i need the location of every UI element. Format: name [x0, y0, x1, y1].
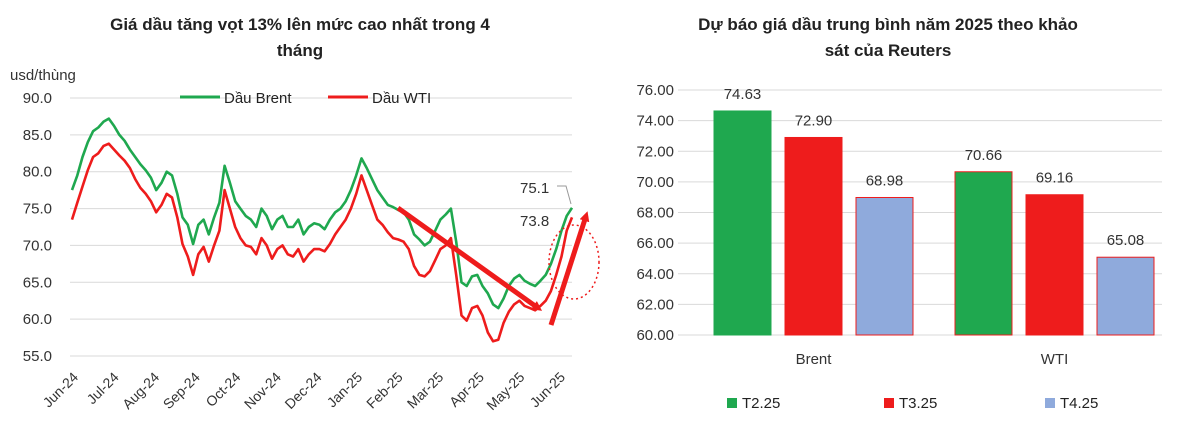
bar-wti-t2-25 — [954, 171, 1013, 336]
bar-wti-t3-25 — [1025, 194, 1084, 336]
legend-swatch-t3-25 — [884, 398, 894, 408]
line-chart-y-tick: 55.0 — [23, 348, 52, 365]
bar-chart-title-line-1: Dự báo giá dầu trung bình năm 2025 theo … — [698, 15, 1078, 34]
legend-label-t3-25: T3.25 — [899, 395, 937, 412]
bar-chart-y-tick: 76.00 — [636, 82, 674, 99]
bar-chart-y-ticks: 76.00 74.00 72.00 70.00 68.00 66.00 64.00 62.00… — [636, 82, 674, 344]
bar-brent-t4-25 — [855, 196, 914, 336]
bar-wti-t4-25 — [1096, 256, 1155, 336]
line-chart-x-tick: Dec-24 — [281, 369, 324, 412]
annotation-leader-line — [557, 185, 572, 205]
line-chart-series — [70, 117, 574, 343]
bar-chart-y-tick: 70.00 — [636, 174, 674, 191]
bar-category-label: WTI — [1041, 351, 1069, 368]
legend-wti-label: Dầu WTI — [372, 90, 431, 107]
bar-data-label: 70.66 — [965, 147, 1003, 164]
line-chart-x-tick: May-25 — [483, 369, 527, 413]
line-chart-x-tick: Apr-25 — [446, 369, 487, 410]
legend-label-t4-25: T4.25 — [1060, 395, 1098, 412]
line-chart-x-tick: Oct-24 — [202, 369, 243, 410]
line-chart-y-tick: 85.0 — [23, 127, 52, 144]
line-chart-x-tick: Mar-25 — [404, 369, 447, 412]
line-chart-y-axis-label: usd/thùng — [10, 67, 76, 84]
bar-chart-categories: Brent WTI — [796, 351, 1069, 368]
line-chart-y-ticks: 90.0 85.0 80.0 75.0 70.0 65.0 60.0 55.0 — [23, 90, 52, 365]
line-chart-y-tick: 80.0 — [23, 164, 52, 181]
legend-brent-label: Dầu Brent — [224, 90, 292, 107]
line-chart-x-tick: Nov-24 — [241, 369, 284, 412]
line-chart-y-tick: 75.0 — [23, 201, 52, 218]
annotation-wti-last: 73.8 — [520, 213, 549, 230]
line-chart-x-tick: Jun-24 — [40, 369, 82, 411]
bar-category-label: Brent — [796, 351, 833, 368]
uptrend-arrow — [548, 211, 590, 326]
legend-label-t2-25: T2.25 — [742, 395, 780, 412]
bar-brent-t2-25 — [713, 110, 772, 336]
bar-data-label: 68.98 — [866, 172, 904, 189]
line-chart-y-tick: 60.0 — [23, 311, 52, 328]
line-chart-title-line-1: Giá dầu tăng vọt 13% lên mức cao nhất tr… — [110, 15, 490, 34]
bar-chart-legend: T2.25 T3.25 T4.25 — [727, 395, 1098, 412]
bar-chart-y-tick: 74.00 — [636, 113, 674, 130]
annotation-brent-last: 75.1 — [520, 180, 549, 197]
line-chart-y-tick: 90.0 — [23, 90, 52, 107]
bar-data-label: 65.08 — [1107, 232, 1145, 249]
bar-chart-y-tick: 62.00 — [636, 296, 674, 313]
bar-data-label: 72.90 — [795, 112, 833, 129]
line-chart-annotations: 75.1 73.8 — [396, 180, 600, 326]
line-chart-x-tick: Jan-25 — [324, 369, 366, 411]
bar-chart-title-line-2: sát của Reuters — [825, 41, 952, 60]
bar-chart-y-tick: 60.00 — [636, 327, 674, 344]
line-chart-x-tick: Sep-24 — [160, 369, 203, 412]
legend-swatch-t4-25 — [1045, 398, 1055, 408]
line-chart-legend: Dầu Brent Dầu WTI — [180, 90, 431, 107]
bar-chart-y-tick: 68.00 — [636, 205, 674, 222]
line-chart-x-tick: Feb-25 — [363, 369, 406, 412]
legend-swatch-t2-25 — [727, 398, 737, 408]
series-line-brent — [70, 117, 574, 310]
line-chart-y-tick: 70.0 — [23, 237, 52, 254]
bar-chart-y-tick: 72.00 — [636, 143, 674, 160]
series-line-wti — [70, 142, 574, 343]
bar-chart-data-labels: 74.63 72.90 68.98 70.66 69.16 65.08 — [724, 86, 1145, 249]
line-chart-x-tick: Jul-24 — [83, 369, 121, 407]
line-chart-y-tick: 65.0 — [23, 274, 52, 291]
bar-chart-y-tick: 64.00 — [636, 266, 674, 283]
line-chart-title-line-2: tháng — [277, 41, 323, 60]
highlight-circle — [548, 224, 600, 300]
bar-chart-y-tick: 66.00 — [636, 235, 674, 252]
bar-chart: Dự báo giá dầu trung bình năm 2025 theo … — [636, 15, 1162, 412]
downtrend-arrow — [396, 205, 543, 311]
bar-data-label: 74.63 — [724, 86, 762, 103]
line-chart: Giá dầu tăng vọt 13% lên mức cao nhất tr… — [10, 15, 600, 413]
line-chart-x-tick: Jun-25 — [527, 369, 569, 411]
bar-chart-bars — [713, 110, 1155, 336]
line-chart-x-tick: Aug-24 — [119, 369, 162, 412]
bar-data-label: 69.16 — [1036, 170, 1074, 187]
bar-brent-t3-25 — [784, 136, 843, 336]
